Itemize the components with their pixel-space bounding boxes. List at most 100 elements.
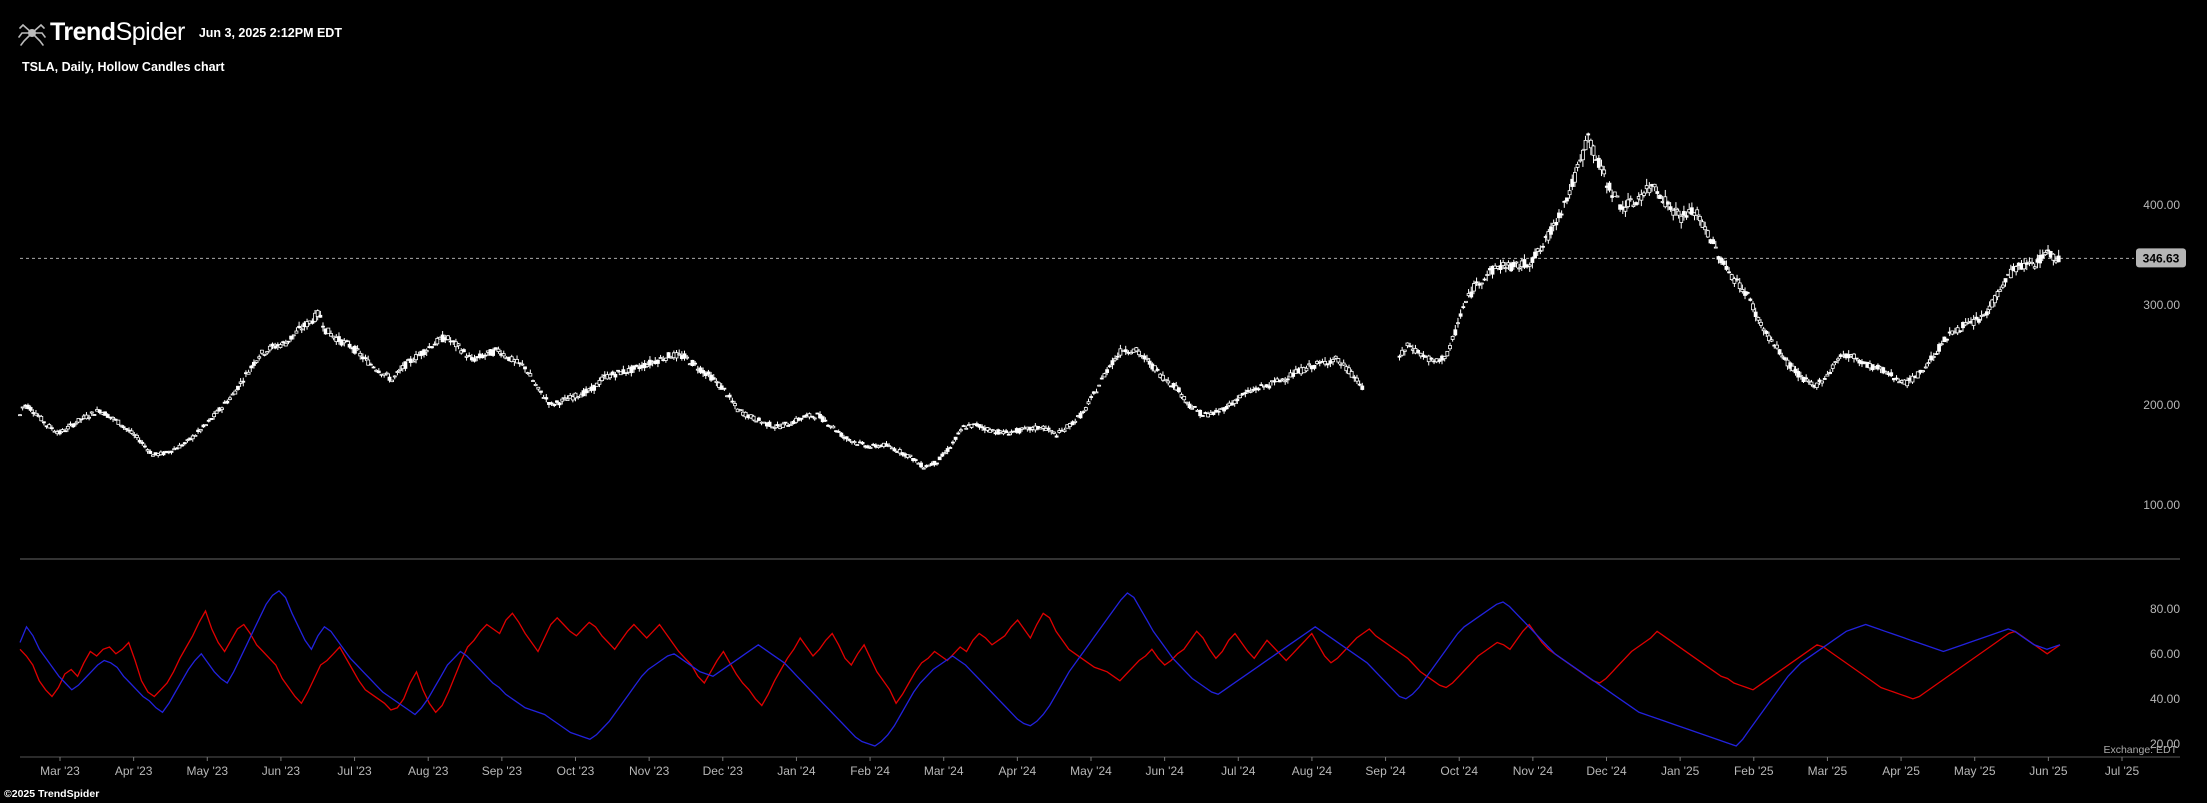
candle-body [1639, 194, 1644, 201]
candle-body [1107, 365, 1112, 368]
candle-body [384, 372, 389, 375]
candle-body [2056, 255, 2061, 263]
candle-body [1198, 409, 1203, 417]
candle-body [624, 372, 628, 374]
candle-body [927, 464, 931, 467]
candle-body [1689, 207, 1694, 215]
candle-body [1176, 387, 1181, 393]
candle-body [1511, 262, 1516, 268]
candle-body [1854, 357, 1859, 360]
oscillator-y-tick: 80.00 [2150, 602, 2180, 616]
candle-body [228, 397, 232, 400]
candle-body [209, 418, 214, 421]
candle-body [1089, 396, 1094, 398]
candle-body [1822, 377, 1827, 380]
candle-body [1145, 357, 1149, 360]
x-tick-label: Apr '23 [115, 764, 153, 778]
oscillator-series-blue [19, 589, 2061, 747]
candle-body [1408, 345, 1413, 348]
candle-body [2040, 254, 2045, 259]
candle-body [1825, 373, 1830, 377]
candle-body [1458, 313, 1463, 317]
candle-body [390, 379, 395, 383]
candle-body [1724, 265, 1729, 270]
candle-body [212, 413, 216, 418]
spider-logo-icon [18, 23, 46, 46]
candle-body [491, 349, 496, 356]
trendspider-logo[interactable]: TrendSpider [18, 18, 185, 47]
candle-body [414, 354, 418, 361]
candle-body [1243, 392, 1248, 394]
candle-body [2046, 249, 2050, 252]
candle-body [2000, 284, 2005, 288]
candle-body [1166, 380, 1171, 384]
candle-body [1703, 226, 1708, 231]
candle-body [1814, 382, 1819, 388]
candle-body [1549, 226, 1553, 235]
candle-body [238, 381, 243, 384]
candle-body [1062, 429, 1067, 432]
candle-body [597, 380, 602, 385]
candle-body [1182, 396, 1187, 401]
candle-body [1565, 197, 1569, 202]
candle-body [783, 421, 788, 424]
x-tick-label: Jul '24 [1221, 764, 1256, 778]
candle-body [1788, 362, 1793, 369]
candle-body [847, 439, 852, 441]
candle-body [278, 344, 283, 348]
candle-body [1134, 347, 1139, 352]
candle-body [780, 423, 785, 429]
candle-body [757, 417, 761, 421]
candle-body [177, 444, 182, 449]
candle-body [1115, 355, 1120, 358]
candle-body [940, 453, 945, 457]
candle-body [1349, 371, 1354, 378]
candle-body [977, 424, 982, 428]
candle-body [79, 418, 84, 421]
candle-body [600, 376, 604, 381]
candle-body [252, 361, 256, 366]
price-pane[interactable]: 400.00 300.00 200.00 100.00 346.63 [18, 132, 2187, 512]
price-y-tick: 300.00 [2143, 298, 2180, 312]
candle-body [751, 415, 756, 421]
candle-body [1052, 431, 1056, 434]
candle-body [472, 358, 477, 362]
brand-name-bold: Trend [50, 18, 116, 46]
candle-body [363, 357, 368, 360]
candle-body [1735, 278, 1739, 281]
candle-body [772, 426, 777, 429]
candle-body [435, 338, 440, 345]
candle-body [121, 426, 126, 429]
candle-body [1644, 185, 1649, 190]
candle-body [1155, 368, 1160, 371]
candle-body [621, 369, 626, 374]
candle-body [71, 423, 76, 428]
candle-body [1833, 361, 1838, 363]
candle-body [1655, 191, 1660, 194]
candle-body [382, 373, 387, 376]
candle-body [1171, 383, 1176, 388]
candle-body [1137, 350, 1141, 356]
candle-body [265, 351, 270, 354]
x-tick-label: Sep '24 [1365, 764, 1406, 778]
candle-body [1796, 371, 1801, 378]
candle-body [552, 403, 557, 406]
candle-body [26, 404, 30, 409]
candle-body [262, 353, 267, 356]
candle-body [935, 462, 939, 465]
candle-body [1910, 375, 1915, 383]
candle-body [839, 432, 844, 437]
candle-body [1479, 282, 1484, 285]
candle-body [818, 413, 822, 419]
oscillator-pane[interactable]: 80.00 60.00 40.00 20.00 [19, 589, 2180, 751]
candle-body [1248, 390, 1253, 393]
candle-body [270, 343, 275, 347]
candle-body [1224, 405, 1229, 410]
candle-body [180, 444, 185, 447]
candle-body [685, 356, 690, 359]
candle-body [1711, 239, 1716, 245]
candle-body [1054, 435, 1059, 438]
x-tick-label: Aug '23 [408, 764, 449, 778]
candle-body [1681, 211, 1686, 216]
candle-body [299, 328, 304, 331]
